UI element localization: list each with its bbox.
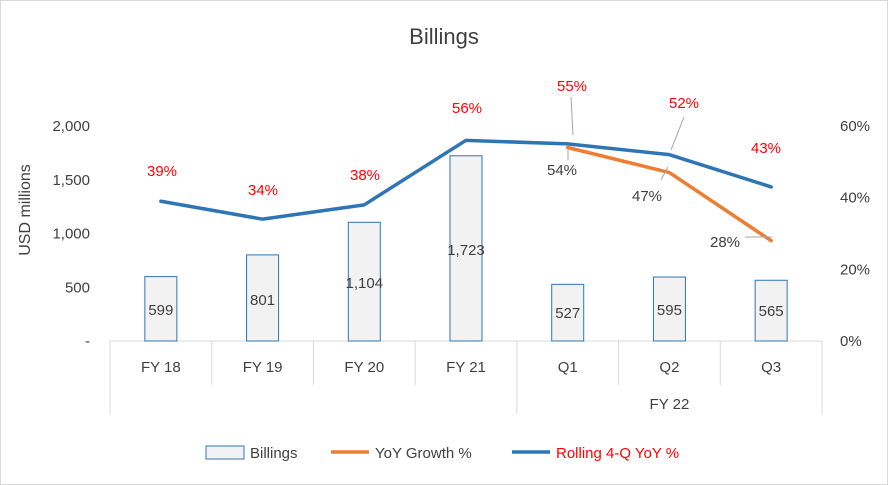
y-tick-label: 500 xyxy=(65,279,90,296)
bar-data-label: 595 xyxy=(657,302,682,319)
legend-billings-swatch xyxy=(205,445,245,460)
bar-data-label: 1,723 xyxy=(447,242,485,259)
yoy-growth-line xyxy=(565,145,773,243)
bar-data-label: 565 xyxy=(759,303,784,320)
bar xyxy=(754,279,788,342)
x-group-label: FY 22 xyxy=(650,396,690,413)
x-tick-label: Q3 xyxy=(761,359,781,376)
rolling-data-label: 34% xyxy=(248,182,278,199)
x-tick-label: FY 18 xyxy=(141,359,181,376)
yoy-data-label: 47% xyxy=(632,188,662,205)
rolling-data-label: 38% xyxy=(350,167,380,184)
yoy-data-label: 54% xyxy=(547,162,577,179)
legend-rolling-label: Rolling 4-Q YoY % xyxy=(556,445,679,462)
bar-data-label: 527 xyxy=(555,305,580,322)
leader-line xyxy=(570,96,574,136)
x-tick-label: FY 20 xyxy=(344,359,384,376)
bar xyxy=(347,221,381,342)
bar-data-label: 1,104 xyxy=(346,275,384,292)
rolling-data-label: 56% xyxy=(452,100,482,117)
rolling-data-label: 55% xyxy=(557,78,587,95)
x-tick-label: Q2 xyxy=(659,359,679,376)
y-tick-label: 1,500 xyxy=(52,172,90,189)
rolling-data-label: 52% xyxy=(669,95,699,112)
leader-line xyxy=(660,166,669,181)
legend-yoy-label: YoY Growth % xyxy=(375,445,472,462)
legend-billings-label: Billings xyxy=(250,445,298,462)
y-axis-label: USD millions xyxy=(17,164,34,256)
x-tick-label: FY 19 xyxy=(243,359,283,376)
yoy-data-label: 28% xyxy=(710,234,740,251)
bar xyxy=(144,276,178,342)
y2-tick-label: 0% xyxy=(840,333,862,350)
y-tick-label: 2,000 xyxy=(52,118,90,135)
rolling-data-label: 43% xyxy=(751,140,781,157)
y-tick-label: 1,000 xyxy=(52,226,90,243)
bar-data-label: 599 xyxy=(148,302,173,319)
bar xyxy=(449,155,483,342)
bar xyxy=(551,283,585,342)
bar xyxy=(652,276,686,342)
chart-title: Billings xyxy=(409,24,479,49)
rolling-data-label: 39% xyxy=(147,163,177,180)
y-tick-label: - xyxy=(85,333,90,350)
y2-tick-label: 40% xyxy=(840,190,870,207)
leader-line xyxy=(670,116,685,151)
rolling-4q-line xyxy=(159,138,773,221)
bar-data-label: 801 xyxy=(250,292,275,309)
bar xyxy=(246,254,280,342)
y2-tick-label: 60% xyxy=(840,118,870,135)
x-tick-label: FY 21 xyxy=(446,359,486,376)
y2-tick-label: 20% xyxy=(840,261,870,278)
x-tick-label: Q1 xyxy=(558,359,578,376)
